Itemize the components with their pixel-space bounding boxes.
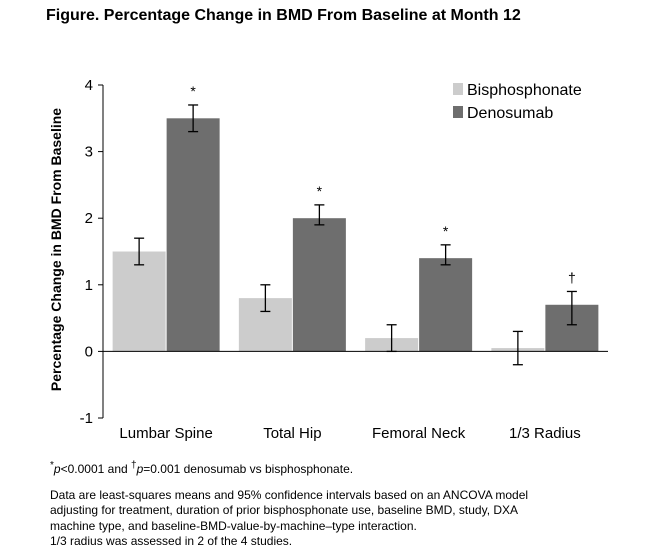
methods-footnote: Data are least-squares means and 95% con… (50, 487, 529, 549)
significance-footnote: *p<0.0001 and †p=0.001 denosumab vs bisp… (50, 458, 610, 478)
chart-title: Figure. Percentage Change in BMD From Ba… (46, 7, 521, 24)
significance-marker: * (190, 83, 196, 99)
footnote-dagger: † (131, 460, 137, 471)
x-category-label: Total Hip (263, 425, 321, 442)
bar-chart: -1 0 1 2 3 4 Percentage Change in BMD From Bas… (48, 77, 608, 442)
bar (292, 218, 346, 352)
y-tick-label: -1 (80, 410, 93, 427)
footnote-p-1: p (53, 462, 61, 476)
y-tick-label: 2 (85, 210, 93, 227)
significance-marker: * (317, 183, 323, 199)
footnotes: *p<0.0001 and †p=0.001 denosumab vs bisp… (50, 458, 610, 550)
y-tick-label: 4 (85, 77, 93, 94)
significance-marker: * (443, 223, 449, 239)
footnote-text-1: <0.0001 and (60, 462, 131, 476)
footnote-p-2: p (136, 462, 144, 476)
y-tick-label: 1 (85, 277, 93, 294)
y-tick-label: 0 (85, 343, 93, 360)
bar (112, 251, 166, 352)
x-category-label: 1/3 Radius (509, 425, 581, 442)
y-axis-title: Percentage Change in BMD From Baseline (48, 108, 64, 391)
bar (166, 118, 220, 352)
footnote-text-2: =0.001 denosumab vs bisphosphonate. (143, 462, 354, 476)
significance-marker: † (568, 269, 576, 285)
x-category-label: Lumbar Spine (119, 425, 212, 442)
footnote-star: * (50, 460, 54, 471)
y-tick-label: 3 (85, 144, 93, 161)
legend-swatch (453, 83, 463, 95)
legend-label: Bisphosphonate (467, 82, 582, 99)
bar (419, 258, 473, 352)
legend-swatch (453, 106, 463, 118)
legend-label: Denosumab (467, 105, 553, 122)
x-category-label: Femoral Neck (372, 425, 466, 442)
